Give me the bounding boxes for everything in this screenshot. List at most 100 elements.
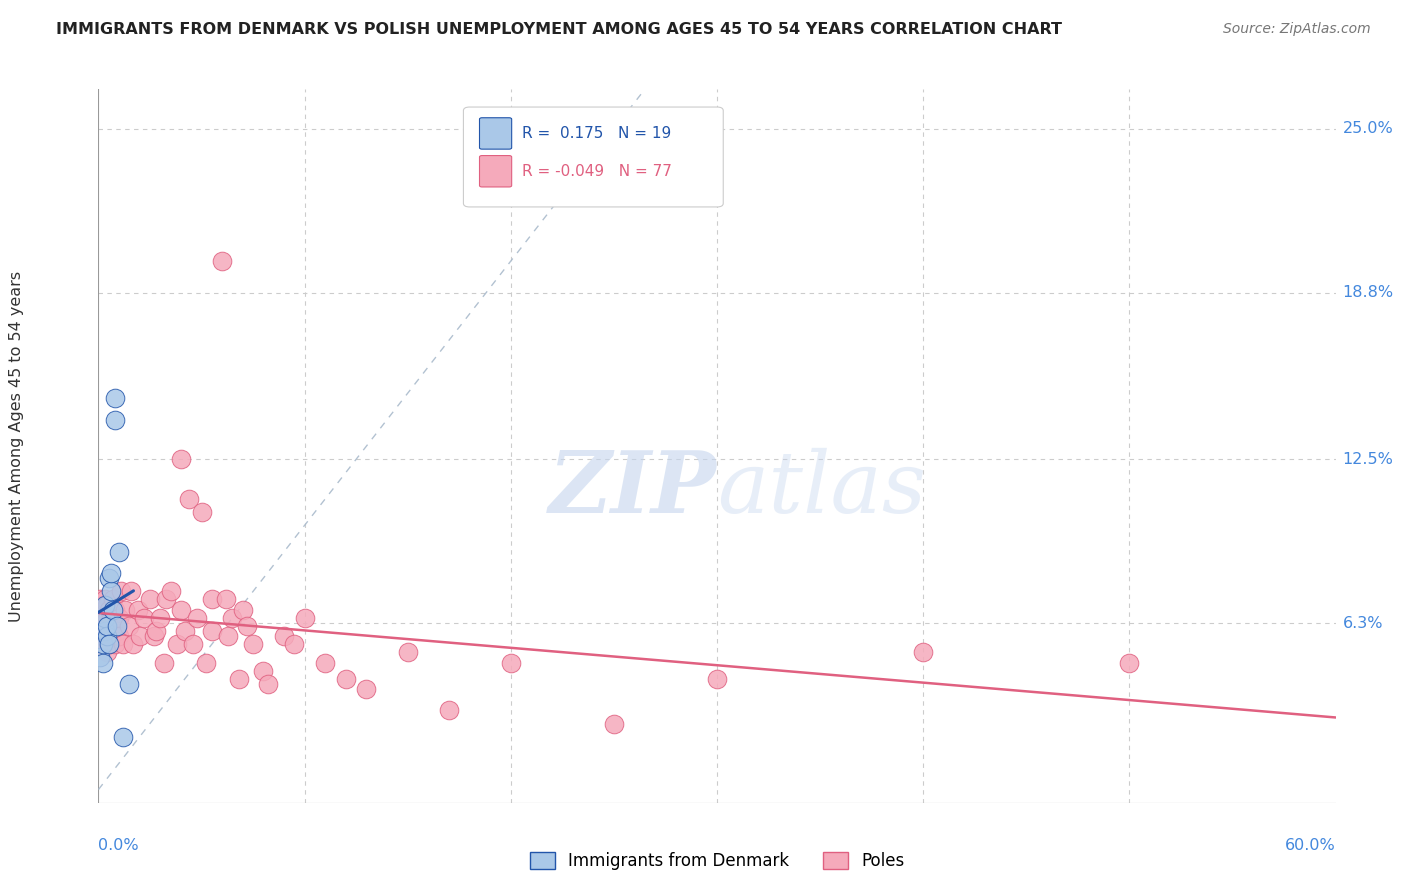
Point [236,618,259,632]
Point [114,603,136,617]
Point [155,592,177,607]
Point [101,624,124,638]
Point [105,624,128,638]
Point [153,656,176,670]
Point [96,611,118,625]
Point [143,629,166,643]
Point [201,592,224,607]
Point [273,629,295,643]
Point [93,637,115,651]
Point [122,637,145,651]
Point [256,677,278,691]
Point [283,637,305,651]
Point [127,603,149,617]
Point [89,592,111,607]
Point [108,545,131,559]
Point [89,603,111,617]
Point [93,611,115,625]
Point [118,677,141,691]
Text: atlas: atlas [717,448,927,530]
Point [108,629,131,643]
Text: 60.0%: 60.0% [1285,838,1336,854]
Point [170,603,193,617]
Point [166,637,188,651]
Point [96,598,118,612]
Legend: Immigrants from Denmark, Poles: Immigrants from Denmark, Poles [523,845,911,877]
Point [132,611,155,625]
Point [201,624,224,638]
Point [215,592,238,607]
Point [100,566,122,580]
FancyBboxPatch shape [479,155,512,187]
Point [186,611,208,625]
Point [190,505,212,519]
Point [101,603,124,617]
Point [706,672,728,686]
Text: Unemployment Among Ages 45 to 54 years: Unemployment Among Ages 45 to 54 years [10,270,24,622]
Point [139,592,162,607]
Text: R =  0.175   N = 19: R = 0.175 N = 19 [522,126,671,141]
Point [104,392,127,406]
Point [294,611,316,625]
Point [437,703,460,717]
Point [96,629,118,643]
Point [179,491,201,506]
Point [145,624,167,638]
Point [170,452,193,467]
Text: Source: ZipAtlas.com: Source: ZipAtlas.com [1223,22,1371,37]
Point [221,611,243,625]
Point [91,618,114,632]
Point [93,624,115,638]
Point [97,618,120,632]
Point [97,571,120,585]
Point [181,637,204,651]
Point [314,656,336,670]
Point [89,624,111,638]
Text: ZIP: ZIP [550,447,717,531]
Point [128,629,150,643]
Point [100,611,122,625]
Point [105,618,128,632]
Point [97,637,120,651]
Point [100,629,122,643]
FancyBboxPatch shape [479,118,512,149]
Point [232,603,254,617]
Point [108,611,131,625]
Point [120,584,142,599]
Point [112,637,135,651]
Point [228,672,250,686]
Point [174,624,197,638]
Point [252,664,274,678]
Point [603,716,626,731]
Point [104,637,127,651]
Point [356,682,378,697]
Text: 0.0%: 0.0% [98,838,139,854]
Point [89,650,111,665]
Point [93,592,115,607]
Point [97,603,120,617]
Point [211,254,233,268]
Point [100,584,122,599]
Text: R = -0.049   N = 77: R = -0.049 N = 77 [522,164,672,178]
Point [97,637,120,651]
Point [91,637,114,651]
Point [217,629,239,643]
Point [159,584,181,599]
Text: 25.0%: 25.0% [1343,121,1393,136]
Text: 12.5%: 12.5% [1343,451,1393,467]
Point [396,645,419,659]
Point [93,603,115,617]
Point [91,629,114,643]
Point [91,656,114,670]
Point [104,603,127,617]
Point [96,618,118,632]
Point [499,656,522,670]
Point [89,637,111,651]
Point [91,611,114,625]
FancyBboxPatch shape [464,107,723,207]
Point [112,730,135,744]
Point [149,611,172,625]
Point [194,656,217,670]
Text: 18.8%: 18.8% [1343,285,1393,301]
Point [1118,656,1140,670]
